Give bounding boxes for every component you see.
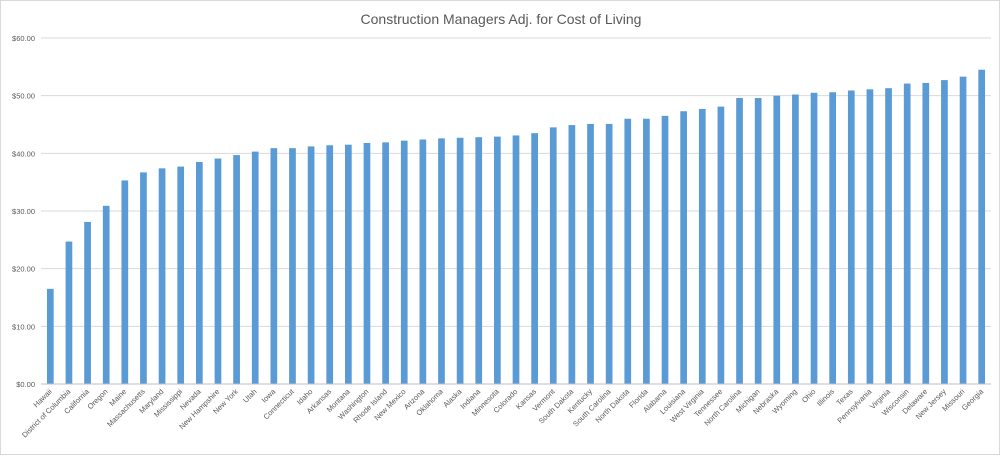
bar-wisconsin [903,83,911,384]
bar-pennsylvania [866,89,874,384]
x-tick-label: Illinois [815,387,836,408]
bar-minnesota [494,136,501,384]
bar-florida [643,118,650,384]
bar-massachusetts [140,172,147,384]
y-tick-label: $10.00 [12,322,35,331]
bar-montana [345,144,352,384]
bar-texas [847,90,855,384]
bar-vermont [549,127,557,384]
bar-wyoming [792,94,799,384]
bar-maine [121,180,129,384]
bar-missouri [959,76,967,385]
bar-alaska [456,137,464,384]
bar-washington [363,142,371,384]
bar-nebraska [773,95,781,385]
bar-connecticut [289,148,296,384]
bars [46,69,986,385]
bar-new-mexico [400,140,408,384]
bar-kansas [531,133,538,384]
bar-new-york [233,155,240,384]
bar-utah [251,151,259,384]
bar-district-of-columbia [65,241,73,384]
bar-south-dakota [568,125,576,385]
bar-mississippi [177,166,185,384]
bar-new-jersey [941,80,948,384]
bar-new-hampshire [214,158,222,384]
bar-hawaii [46,288,54,384]
x-tick-label: Georgia [960,386,986,412]
y-tick-label: $50.00 [12,92,35,101]
y-tick-label: $20.00 [12,265,35,274]
bar-louisiana [680,111,687,384]
bar-arizona [419,139,427,384]
bar-idaho [307,146,315,384]
bar-oklahoma [438,138,445,384]
bar-rhode-island [382,142,389,384]
bar-alabama [661,115,669,384]
bar-south-carolina [605,123,613,384]
x-tick-label: Utah [241,387,259,405]
bar-north-dakota [624,118,632,384]
bar-arkansas [326,145,334,384]
bar-ohio [810,92,818,385]
bar-georgia [978,69,986,384]
bar-california [84,221,91,384]
y-tick-label: $0.00 [16,380,35,389]
bar-west-virginia [698,108,706,385]
bar-delaware [922,82,930,384]
bar-colorado [512,135,520,384]
bar-north-carolina [736,97,743,385]
chart-title: Construction Managers Adj. for Cost of L… [361,11,642,27]
bar-kentucky [587,123,594,384]
bar-nevada [195,161,203,384]
y-tick-label: $30.00 [12,207,35,216]
bar-iowa [270,148,278,384]
bar-virginia [885,88,892,385]
y-axis-ticks: $0.00 $10.00 $20.00 $30.00 $40.00 $50.00 $60.0… [12,34,35,389]
bar-indiana [475,137,483,384]
x-tick-label: Oregon [86,387,110,411]
bar-michigan [754,97,762,385]
bar-oregon [102,205,110,384]
bar-tennessee [717,106,725,384]
y-tick-label: $40.00 [12,149,35,158]
bar-maryland [158,168,166,384]
bar-illinois [829,92,837,384]
y-tick-label: $60.00 [12,34,35,43]
